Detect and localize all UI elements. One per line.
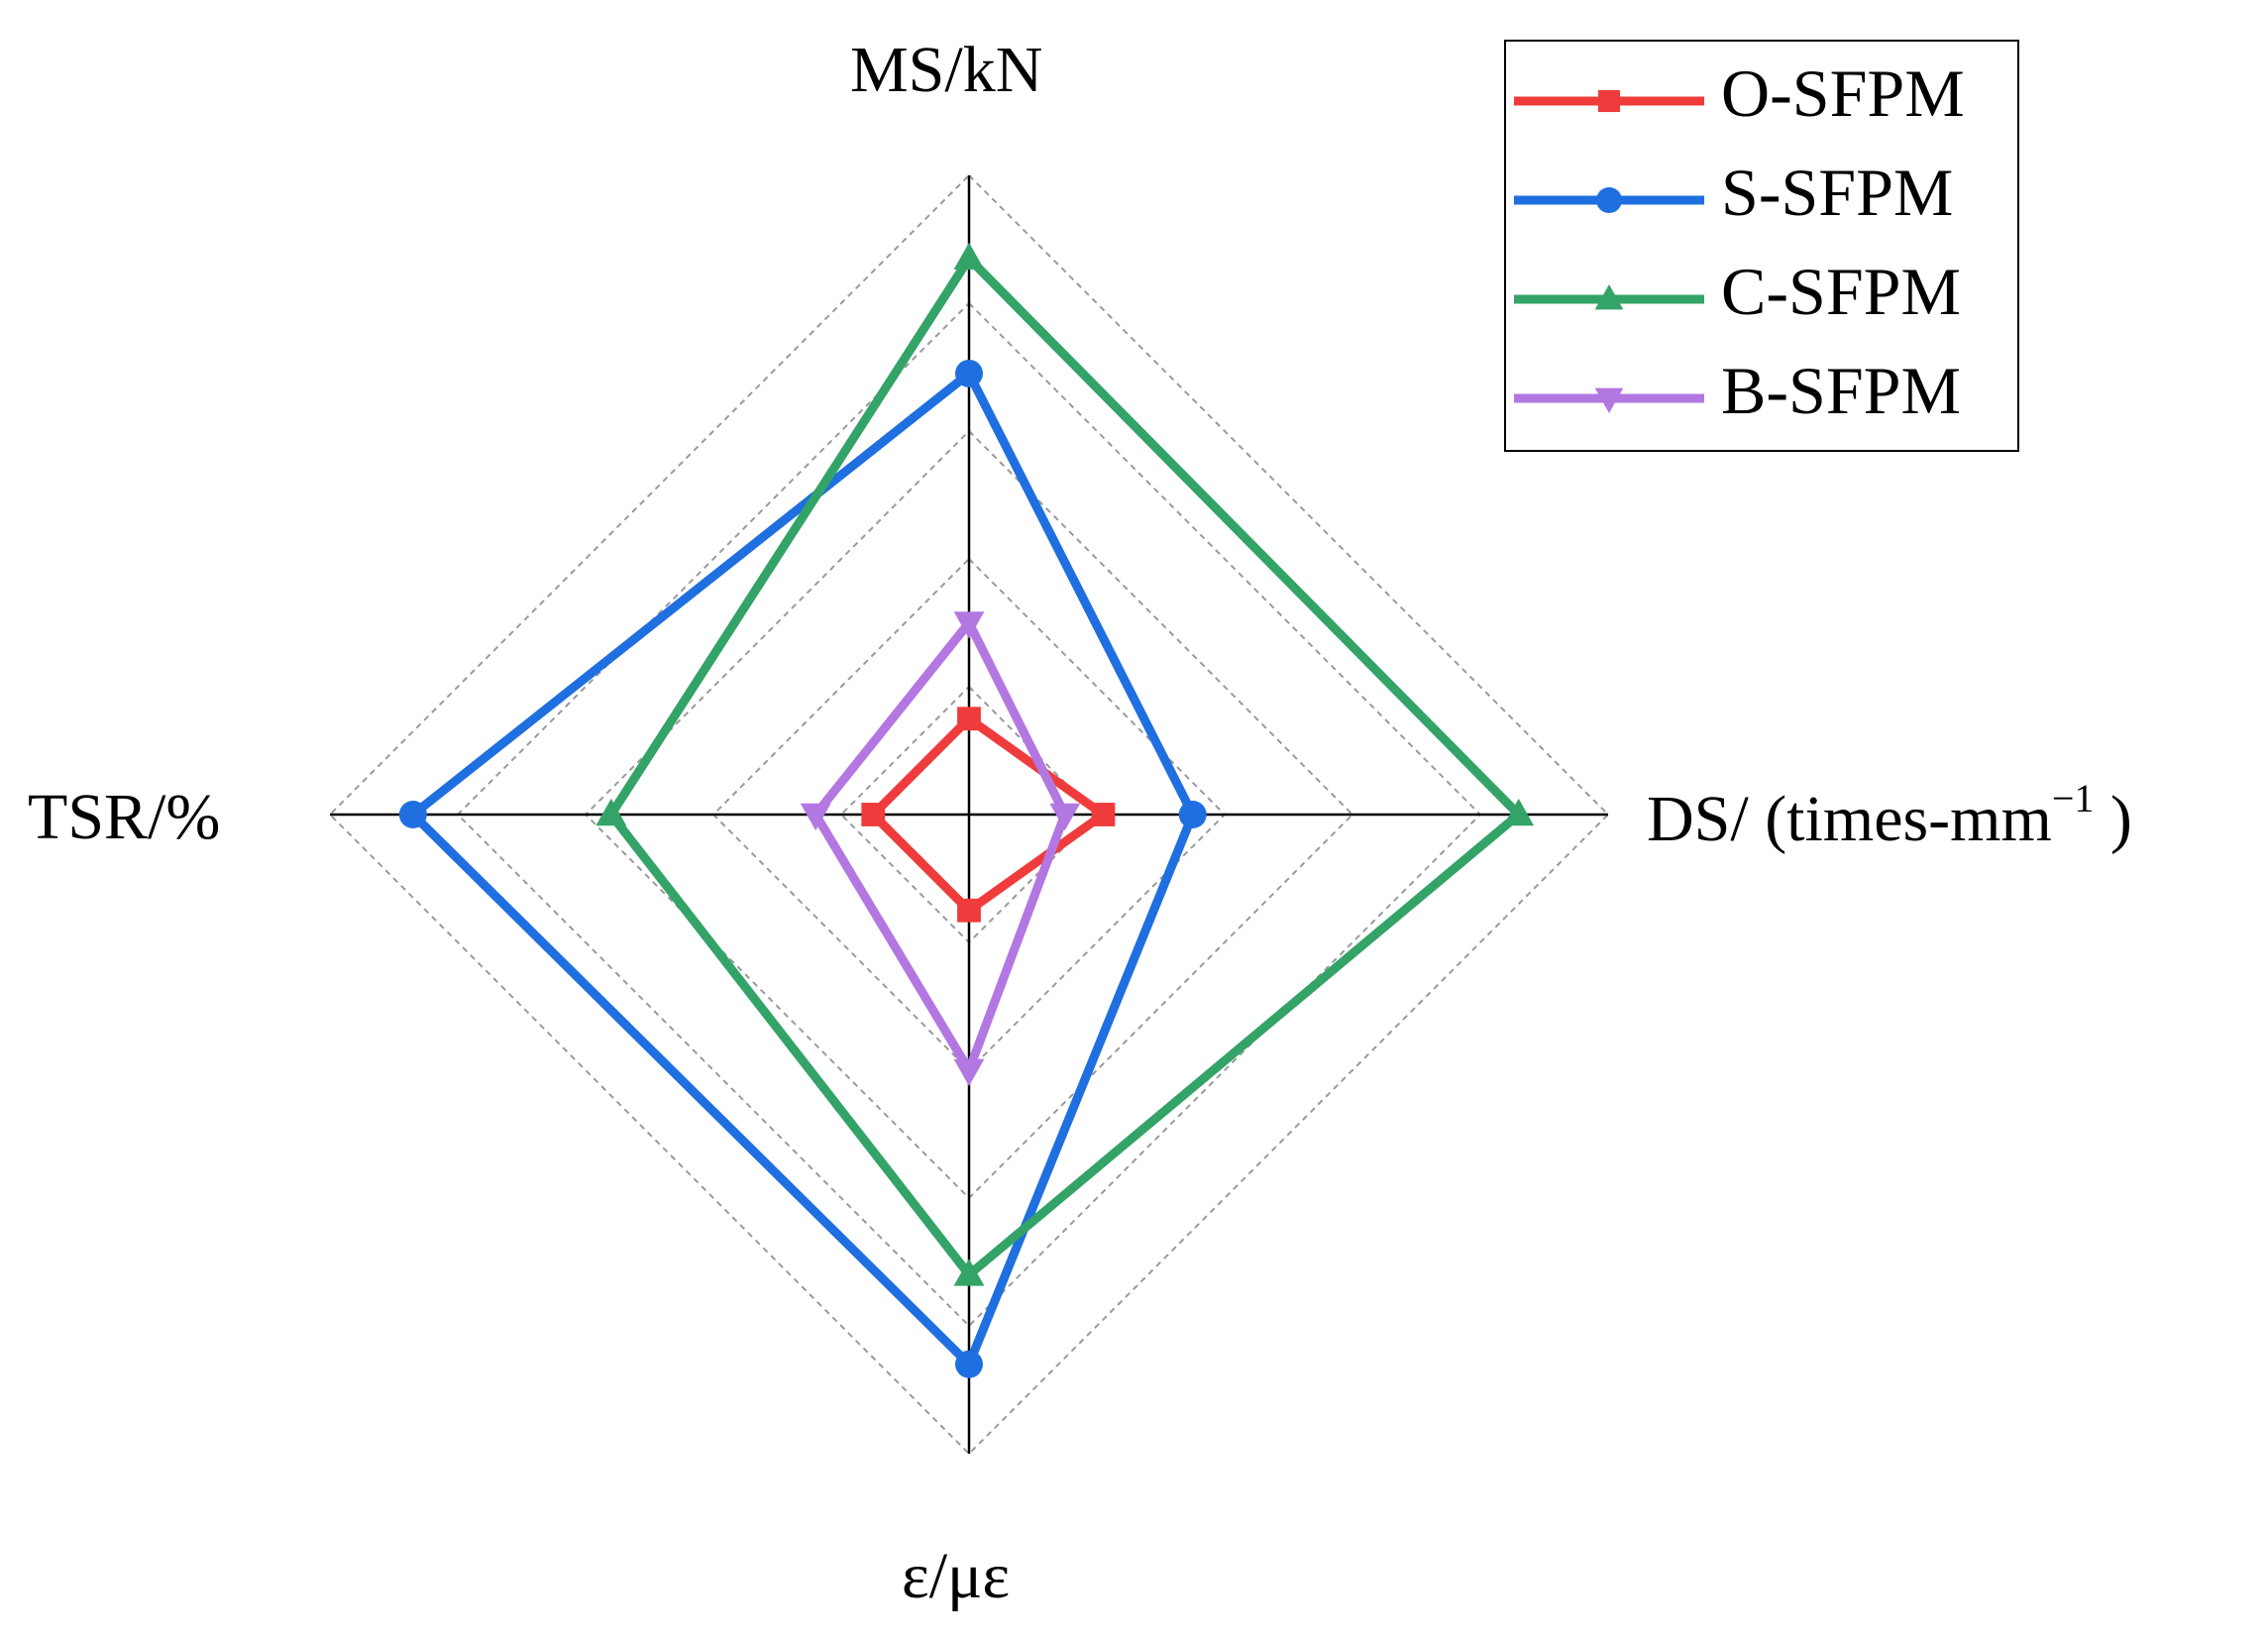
point-o-sfpm-ms [957, 707, 981, 731]
legend-marker-b-sfpm [1594, 387, 1624, 413]
legend-marker-c-sfpm [1594, 284, 1624, 310]
legend-label-b-sfpm: B-SFPM [1721, 353, 1961, 428]
legend-item-c-sfpm: C-SFPM [1506, 240, 2017, 339]
series-line-b-sfpm [810, 614, 1070, 1081]
axis-label-ds: DS/ (times-mm−1 ) [1647, 779, 2132, 855]
point-b-sfpm-ds [1049, 803, 1081, 831]
legend-item-s-sfpm: S-SFPM [1506, 141, 2017, 240]
radar-series [398, 242, 1535, 1378]
series-b-sfpm [800, 611, 1081, 1087]
legend-label-o-sfpm: O-SFPM [1721, 55, 1965, 131]
point-b-sfpm-ms [953, 611, 985, 639]
radar-axes [330, 175, 1608, 1454]
legend-swatch-b-sfpm [1514, 387, 1704, 413]
series-o-sfpm [861, 707, 1116, 923]
legend-label-s-sfpm: S-SFPM [1721, 155, 1954, 230]
point-c-sfpm-tsr [595, 798, 627, 826]
point-s-sfpm-eps [955, 1350, 983, 1378]
point-s-sfpm-ds [1178, 801, 1207, 828]
legend-item-b-sfpm: B-SFPM [1506, 339, 2017, 438]
axis-label-ds-main: DS/ (times-mm [1647, 783, 2052, 855]
point-s-sfpm-tsr [398, 801, 427, 828]
point-b-sfpm-eps [953, 1058, 985, 1087]
point-b-sfpm-tsr [800, 803, 831, 831]
point-s-sfpm-ms [955, 359, 983, 387]
legend-swatch-o-sfpm [1514, 89, 1704, 113]
series-c-sfpm [595, 242, 1535, 1286]
legend-marker-o-sfpm [1597, 89, 1621, 113]
axis-label-ds-end: ) [2094, 783, 2132, 855]
series-s-sfpm [398, 359, 1207, 1378]
point-o-sfpm-tsr [861, 803, 886, 826]
point-c-sfpm-eps [953, 1258, 985, 1286]
legend-swatch-s-sfpm [1514, 187, 1704, 213]
legend-marker-s-sfpm [1596, 187, 1622, 213]
point-c-sfpm-ds [1503, 798, 1535, 826]
axis-label-eps: ε/με [902, 1540, 1011, 1612]
legend-swatch-c-sfpm [1514, 284, 1704, 310]
grid-ring-5 [328, 173, 1610, 1456]
axis-label-ds-sup: −1 [2051, 776, 2095, 820]
legend-label-c-sfpm: C-SFPM [1721, 254, 1961, 329]
point-o-sfpm-ds [1091, 803, 1116, 826]
legend: O-SFPM S-SFPM C-SFPM B-SFPM [1504, 40, 2019, 452]
legend-item-o-sfpm: O-SFPM [1506, 42, 2017, 141]
point-o-sfpm-eps [957, 898, 981, 923]
point-c-sfpm-ms [953, 242, 985, 271]
axis-label-tsr: TSR/% [28, 781, 221, 853]
axis-label-ms: MS/kN [850, 34, 1043, 106]
